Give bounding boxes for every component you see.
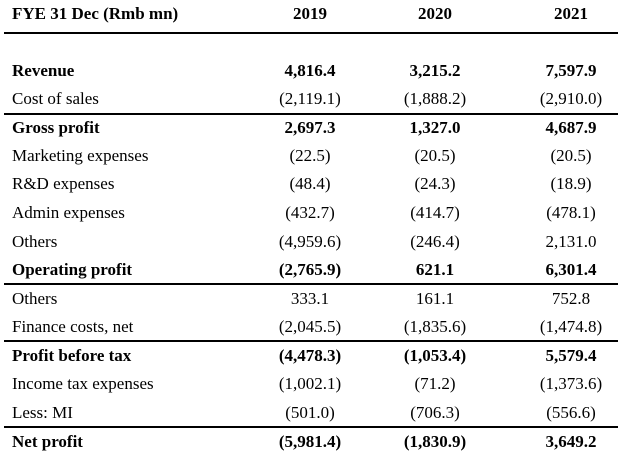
row-label: Cost of sales (12, 89, 99, 108)
row-value-2021: (478.1) (546, 203, 596, 222)
row-label: Admin expenses (12, 203, 125, 222)
row-value-2021: (18.9) (550, 174, 592, 193)
table-row: Admin expenses (432.7) (414.7) (478.1) (0, 199, 622, 227)
subtotal-rule (4, 426, 618, 428)
row-value-2020: 1,327.0 (409, 118, 461, 137)
row-value-2019: (22.5) (289, 146, 331, 165)
table-row: Cost of sales (2,119.1) (1,888.2) (2,910.0) (0, 85, 622, 113)
row-label: Others (12, 289, 58, 308)
row-value-2020: (1,835.6) (403, 317, 467, 336)
subtotal-rule (4, 283, 618, 285)
table-row: Others 333.1 161.1 752.8 (0, 285, 622, 313)
row-value-2021: 752.8 (551, 289, 591, 308)
table-row: Marketing expenses (22.5) (20.5) (20.5) (0, 142, 622, 170)
row-label: Net profit (12, 432, 83, 451)
row-value-2020: (24.3) (414, 174, 456, 193)
row-label: Finance costs, net (12, 317, 134, 336)
row-label: Gross profit (12, 118, 100, 137)
row-value-2021: (20.5) (550, 146, 592, 165)
row-value-2021: 2,131.0 (545, 232, 597, 251)
row-label: Income tax expenses (12, 374, 154, 393)
row-value-2020: (1,053.4) (403, 346, 467, 365)
row-label: Less: MI (12, 403, 73, 422)
row-value-2021: 7,597.9 (545, 61, 597, 80)
row-value-2021: 6,301.4 (545, 260, 597, 279)
table-row: Income tax expenses (1,002.1) (71.2) (1,373… (0, 370, 622, 398)
row-value-2019: (2,119.1) (279, 89, 341, 108)
row-value-2019: (4,959.6) (278, 232, 342, 251)
row-label: Revenue (12, 61, 75, 80)
row-value-2020: 3,215.2 (409, 61, 461, 80)
row-label: R&D expenses (12, 174, 115, 193)
row-label: Others (12, 232, 58, 251)
header-divider (4, 32, 618, 34)
table-row: Net profit (5,981.4) (1,830.9) 3,649.2 (0, 428, 622, 456)
header-year-2020: 2020 (418, 4, 452, 23)
row-value-2021: 5,579.4 (545, 346, 597, 365)
table-row: Revenue 4,816.4 3,215.2 7,597.9 (0, 57, 622, 85)
row-value-2019: 2,697.3 (284, 118, 336, 137)
row-value-2019: (2,045.5) (278, 317, 342, 336)
row-label: Marketing expenses (12, 146, 149, 165)
row-value-2020: (414.7) (410, 203, 460, 222)
table-row: Profit before tax (4,478.3) (1,053.4) 5,579… (0, 342, 622, 370)
row-value-2021: 3,649.2 (545, 432, 597, 451)
row-value-2020: 161.1 (415, 289, 455, 308)
table-row: Finance costs, net (2,045.5) (1,835.6) (1,4… (0, 313, 622, 341)
header-year-2021: 2021 (554, 4, 588, 23)
row-value-2020: (20.5) (414, 146, 456, 165)
row-value-2021: (2,910.0) (539, 89, 603, 108)
row-value-2020: (706.3) (410, 403, 460, 422)
header-year-2019: 2019 (293, 4, 327, 23)
table-row: Gross profit 2,697.3 1,327.0 4,687.9 (0, 114, 622, 142)
table-header-row: FYE 31 Dec (Rmb mn) 2019 2020 2021 (0, 0, 622, 32)
row-value-2020: (246.4) (410, 232, 460, 251)
row-value-2019: (2,765.9) (278, 260, 342, 279)
row-value-2021: (556.6) (546, 403, 596, 422)
header-period-label: FYE 31 Dec (Rmb mn) (12, 4, 179, 23)
row-value-2020: (1,830.9) (403, 432, 467, 451)
row-value-2019: 4,816.4 (284, 61, 336, 80)
row-value-2019: (432.7) (285, 203, 335, 222)
row-value-2019: (4,478.3) (278, 346, 342, 365)
row-value-2020: (1,888.2) (403, 89, 467, 108)
row-value-2020: (71.2) (414, 374, 456, 393)
table-row: Others (4,959.6) (246.4) 2,131.0 (0, 228, 622, 256)
table-row: Less: MI (501.0) (706.3) (556.6) (0, 399, 622, 427)
subtotal-rule (4, 340, 618, 342)
row-value-2020: 621.1 (415, 260, 455, 279)
table-row: R&D expenses (48.4) (24.3) (18.9) (0, 170, 622, 198)
row-value-2021: (1,373.6) (539, 374, 603, 393)
subtotal-rule (4, 113, 618, 115)
row-value-2019: 333.1 (290, 289, 330, 308)
row-value-2021: 4,687.9 (545, 118, 597, 137)
row-label: Operating profit (12, 260, 133, 279)
row-value-2019: (1,002.1) (278, 374, 342, 393)
row-label: Profit before tax (12, 346, 132, 365)
row-value-2019: (48.4) (289, 174, 331, 193)
row-value-2019: (5,981.4) (278, 432, 342, 451)
row-value-2021: (1,474.8) (539, 317, 603, 336)
table-row: Operating profit (2,765.9) 621.1 6,301.4 (0, 256, 622, 284)
row-value-2019: (501.0) (285, 403, 335, 422)
